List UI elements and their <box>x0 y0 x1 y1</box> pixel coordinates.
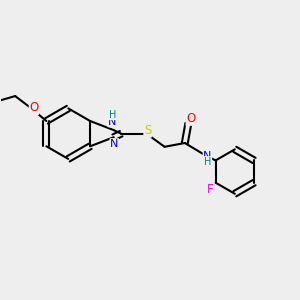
Text: N: N <box>110 139 118 149</box>
Text: S: S <box>144 124 151 137</box>
Text: O: O <box>186 112 195 125</box>
Text: O: O <box>29 101 38 114</box>
Text: H: H <box>204 157 211 167</box>
Text: F: F <box>207 183 214 196</box>
Text: N: N <box>203 151 212 161</box>
Text: H: H <box>109 110 116 120</box>
Text: N: N <box>108 117 116 127</box>
